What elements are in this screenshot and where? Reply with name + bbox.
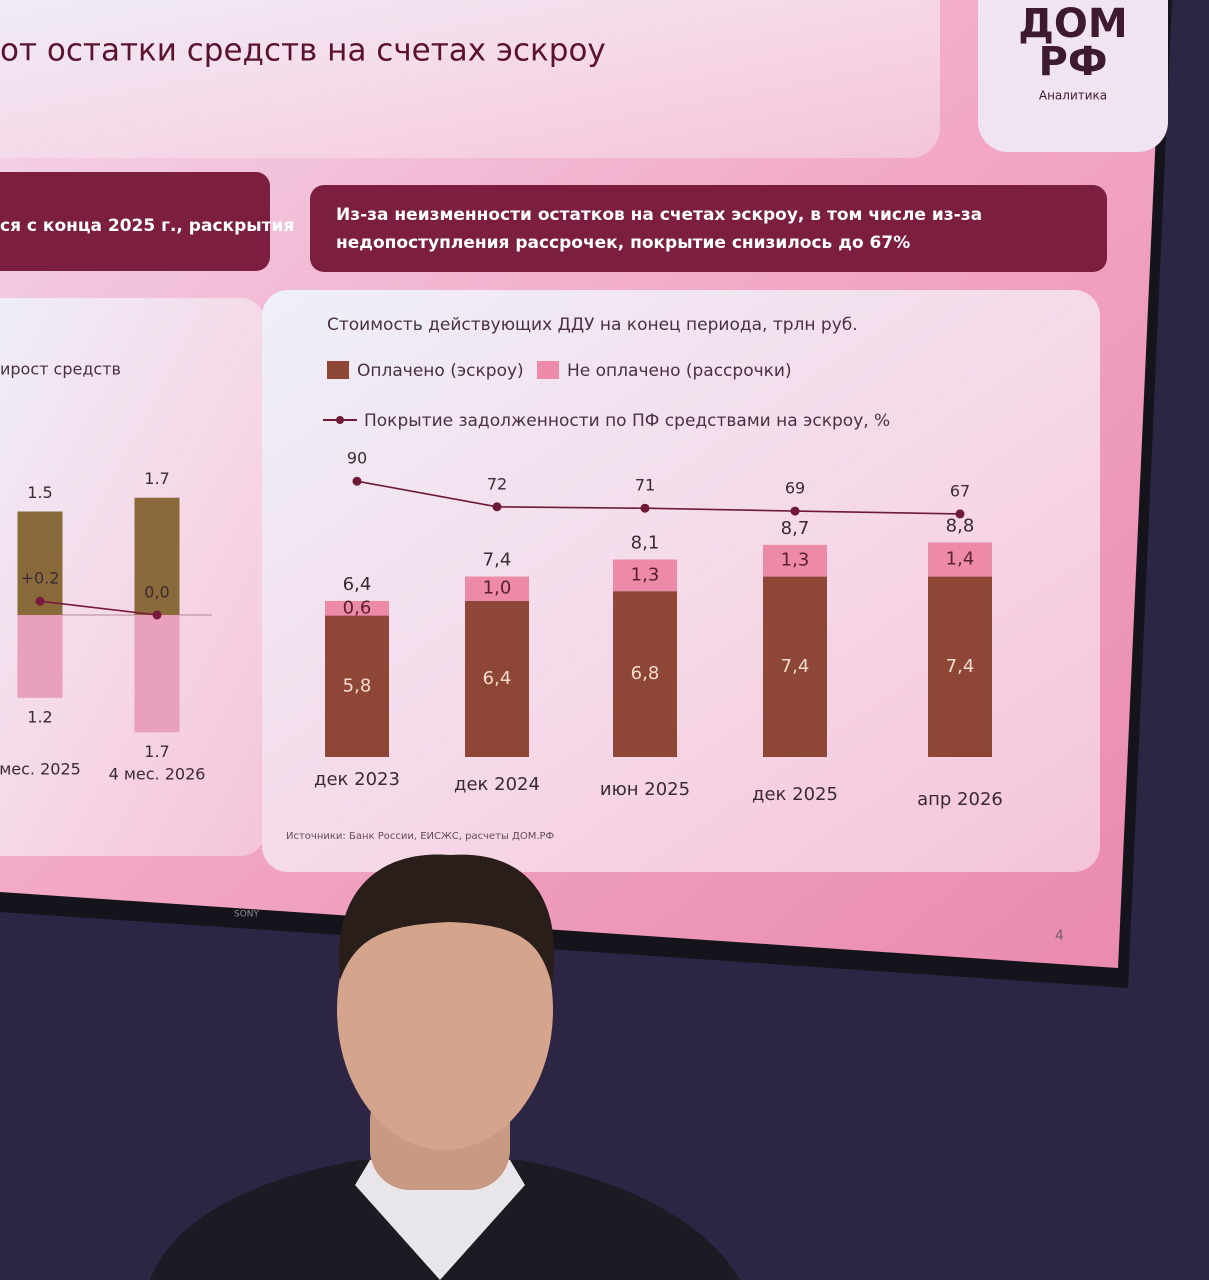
data-label: 1.7 <box>144 742 169 761</box>
logo-caption: Аналитика <box>1039 89 1107 103</box>
x-tick-label: дек 2024 <box>454 774 540 795</box>
logo-text: РФ <box>1039 39 1108 85</box>
line-point <box>152 610 162 620</box>
bar <box>928 576 992 757</box>
bar <box>613 591 677 757</box>
banner-text: Из-за неизменности остатков на счетах эс… <box>336 205 982 225</box>
line <box>39 600 158 616</box>
line-point <box>955 509 965 519</box>
bar <box>928 542 992 577</box>
line-point <box>352 476 362 486</box>
right-banner <box>310 185 1107 272</box>
left-panel <box>0 298 265 856</box>
bar <box>465 576 529 601</box>
bar <box>763 576 827 757</box>
data-label: 1,3 <box>781 550 810 571</box>
chart-title: Стоимость действующих ДДУ на конец перио… <box>327 315 858 335</box>
banner-text: недопоступления рассрочек, покрытие сниз… <box>336 233 910 253</box>
data-label: 1,4 <box>946 548 975 569</box>
x-tick-label: мес. 2025 <box>0 760 81 779</box>
line-point <box>640 503 650 513</box>
data-label: 7,4 <box>946 656 975 677</box>
hair <box>338 854 555 985</box>
legend-swatch <box>327 361 349 379</box>
legend-marker <box>336 416 344 424</box>
tv-brand: SONY <box>234 910 260 920</box>
data-label: 0,6 <box>343 597 372 618</box>
data-label: +0.2 <box>21 569 60 588</box>
bar <box>134 497 180 615</box>
face <box>337 870 553 1150</box>
shirt <box>355 1160 525 1280</box>
data-label: 1,3 <box>631 564 660 585</box>
data-label: 71 <box>635 476 655 495</box>
slide-title: от остатки средств на счетах эскроу <box>0 33 606 69</box>
total-label: 8,7 <box>781 518 810 539</box>
data-label: 7,4 <box>781 656 810 677</box>
line-point <box>790 506 800 516</box>
legend-label: Оплачено (эскроу) <box>357 361 524 381</box>
total-label: 8,8 <box>946 515 975 536</box>
left-banner <box>0 172 270 271</box>
bar <box>325 600 389 616</box>
data-label: 90 <box>347 449 367 468</box>
data-label: 5,8 <box>343 675 372 696</box>
person <box>150 854 740 1280</box>
x-tick-label: 4 мес. 2026 <box>109 765 206 784</box>
logo-card <box>978 0 1168 152</box>
bar <box>465 600 529 757</box>
x-tick-label: дек 2025 <box>752 784 838 805</box>
total-label: 8,1 <box>631 532 660 553</box>
bar <box>613 559 677 592</box>
total-label: 7,4 <box>483 550 512 571</box>
legend-text: ирост средств <box>0 360 121 379</box>
data-label: 6,4 <box>483 668 512 689</box>
legend-label: Покрытие задолженности по ПФ средствами … <box>364 411 890 431</box>
line-point <box>35 596 45 606</box>
data-label: 1.2 <box>27 707 52 726</box>
data-label: 1.7 <box>144 469 169 488</box>
data-label: 72 <box>487 474 507 493</box>
x-tick-label: июн 2025 <box>600 779 690 800</box>
data-label: 0,0 <box>144 583 169 602</box>
data-label: 6,8 <box>631 663 660 684</box>
data-label: 1.5 <box>27 483 52 502</box>
x-tick-label: дек 2023 <box>314 769 400 790</box>
title-card <box>0 0 940 158</box>
bar <box>134 615 180 733</box>
banner-text: ся с конца 2025 г., раскрытия <box>0 216 294 236</box>
x-tick-label: апр 2026 <box>917 789 1003 810</box>
data-label: 67 <box>950 481 970 500</box>
bar <box>325 615 389 757</box>
bar <box>763 544 827 577</box>
legend-label: Не оплачено (рассрочки) <box>567 361 792 381</box>
logo-text: ДОМ <box>1018 1 1127 47</box>
source: Источники: Банк России, ЕИСЖС, расчеты Д… <box>286 831 555 842</box>
data-label: 69 <box>785 479 805 498</box>
line-point <box>492 502 502 512</box>
legend-swatch <box>537 361 559 379</box>
page-number: 4 <box>1055 928 1064 944</box>
bar <box>17 615 63 698</box>
data-label: 1,0 <box>483 578 512 599</box>
total-label: 6,4 <box>343 574 372 595</box>
